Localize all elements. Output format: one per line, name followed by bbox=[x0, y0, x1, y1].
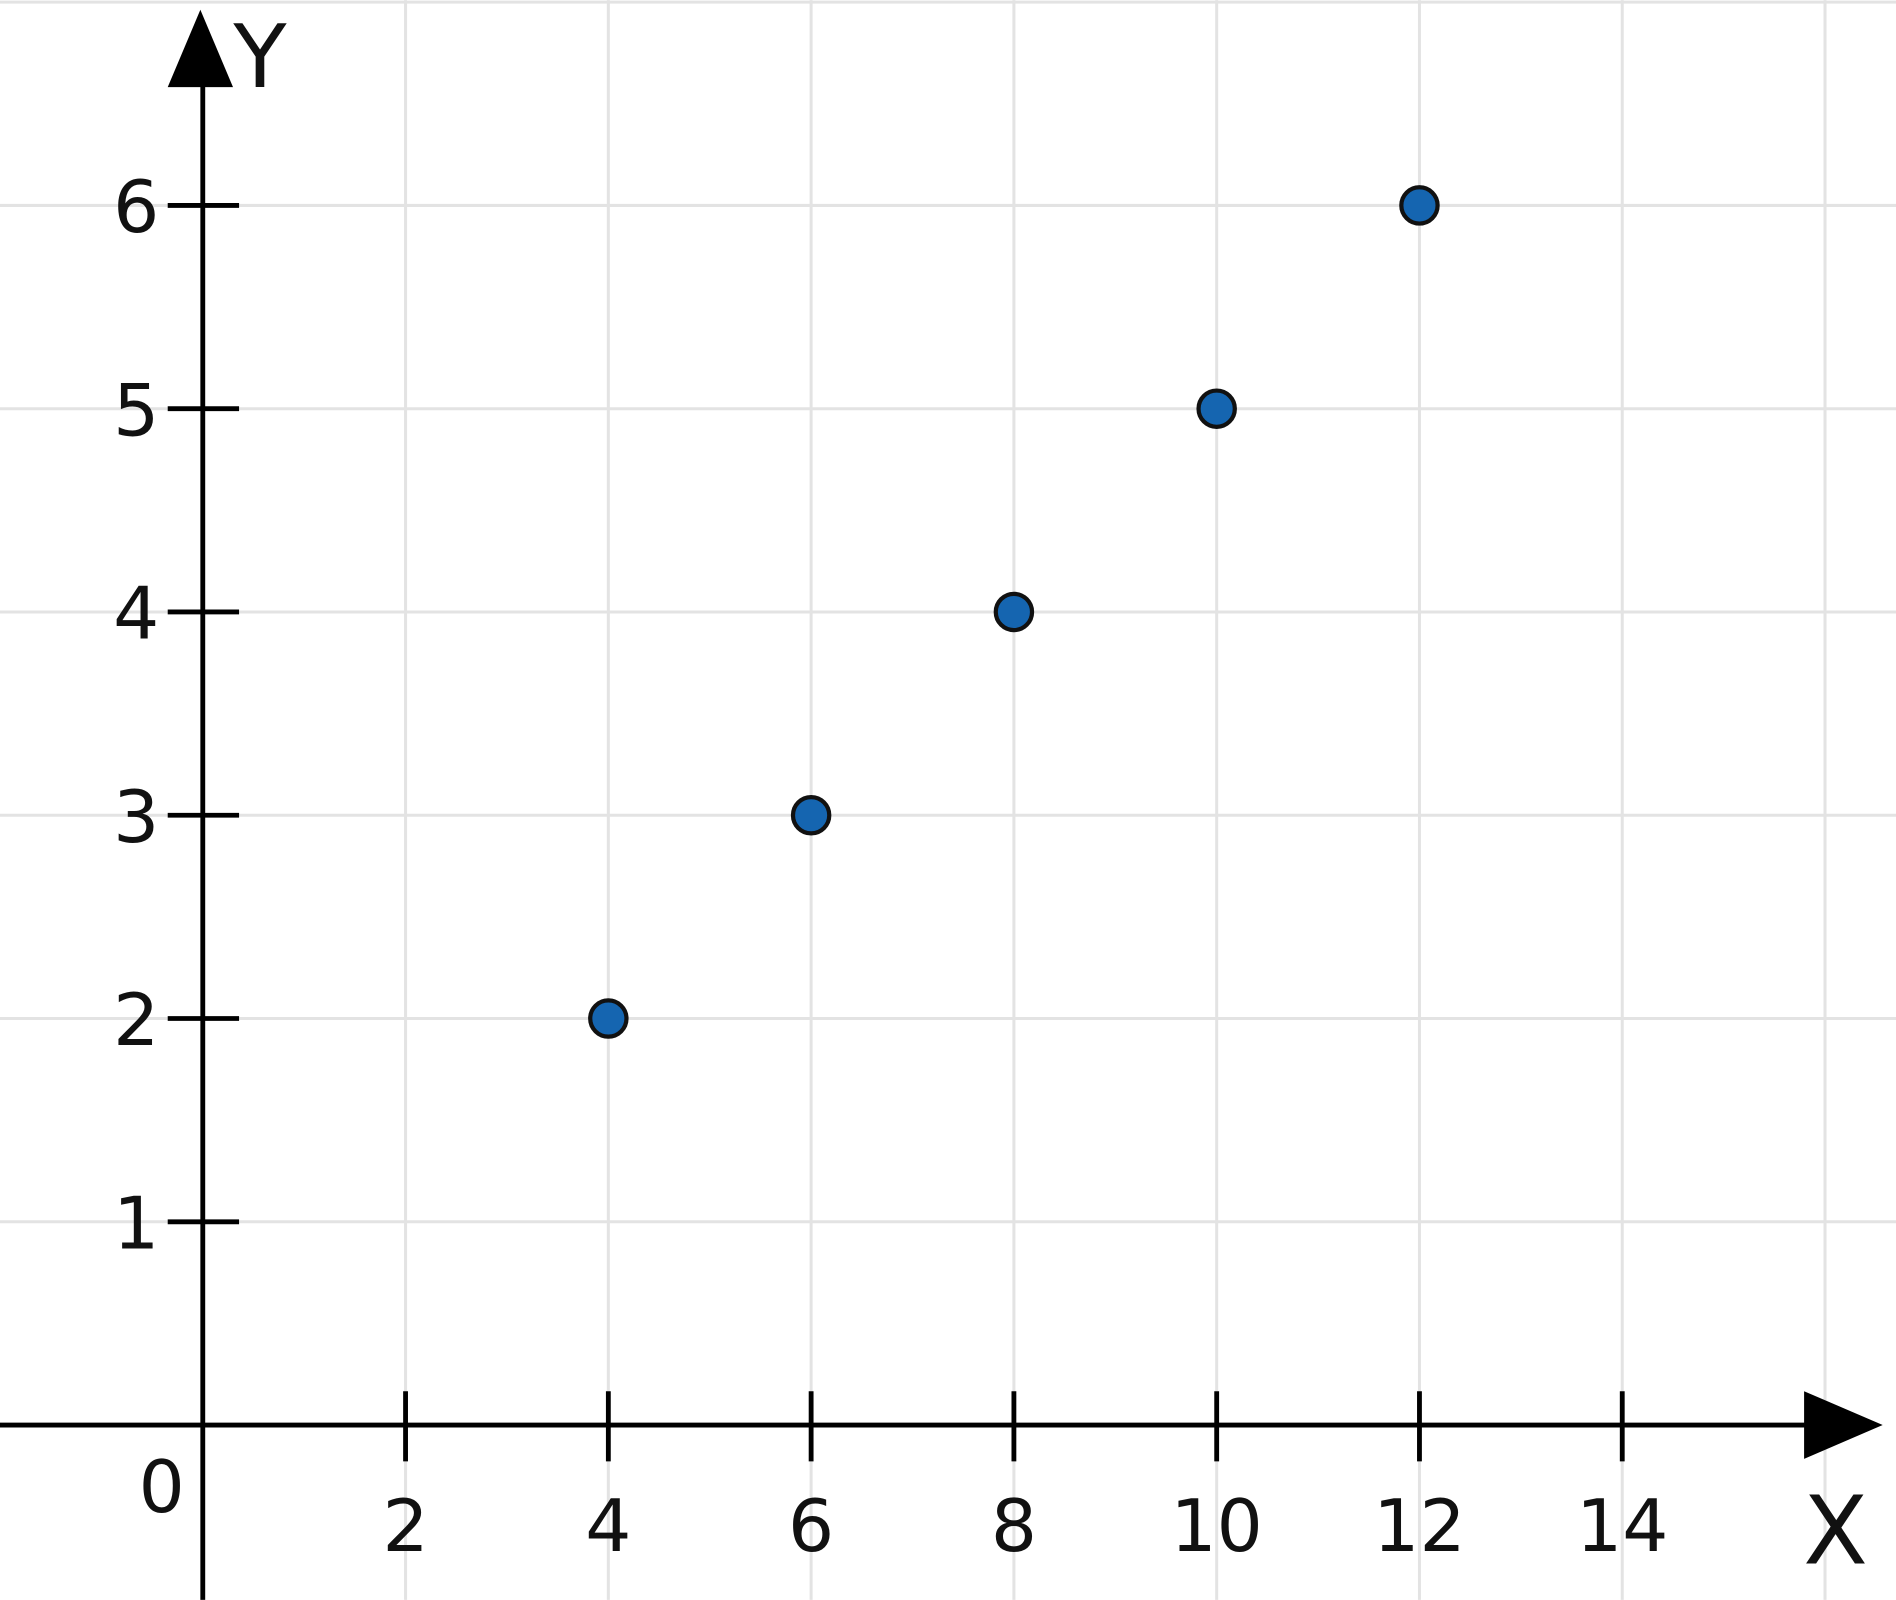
x-tick-label: 12 bbox=[1373, 1485, 1465, 1569]
x-tick-label: 10 bbox=[1171, 1485, 1263, 1569]
data-point bbox=[993, 591, 1035, 633]
data-point bbox=[1196, 388, 1237, 429]
y-tick-label: 1 bbox=[113, 1182, 159, 1266]
x-tick-label: 2 bbox=[382, 1485, 428, 1569]
x-tick-label: 6 bbox=[788, 1485, 834, 1569]
data-point bbox=[1399, 185, 1440, 226]
y-tick-label: 4 bbox=[113, 573, 159, 657]
y-axis-label: Y bbox=[232, 6, 287, 108]
x-tick-label: 4 bbox=[585, 1485, 631, 1569]
y-tick-label: 6 bbox=[113, 166, 159, 250]
x-axis-label: X bbox=[1803, 1477, 1868, 1587]
x-tick-label: 14 bbox=[1576, 1485, 1668, 1569]
marks bbox=[588, 185, 1440, 1039]
data-point bbox=[790, 794, 832, 836]
x-axis-arrow bbox=[1804, 1391, 1883, 1459]
y-tick-label: 2 bbox=[113, 979, 159, 1063]
data-point bbox=[588, 998, 629, 1039]
origin-label: 0 bbox=[139, 1446, 185, 1530]
y-axis-arrow bbox=[167, 9, 234, 88]
x-tick-label: 8 bbox=[991, 1485, 1037, 1569]
y-tick-label: 5 bbox=[113, 369, 159, 453]
y-tick-label: 3 bbox=[113, 776, 159, 860]
